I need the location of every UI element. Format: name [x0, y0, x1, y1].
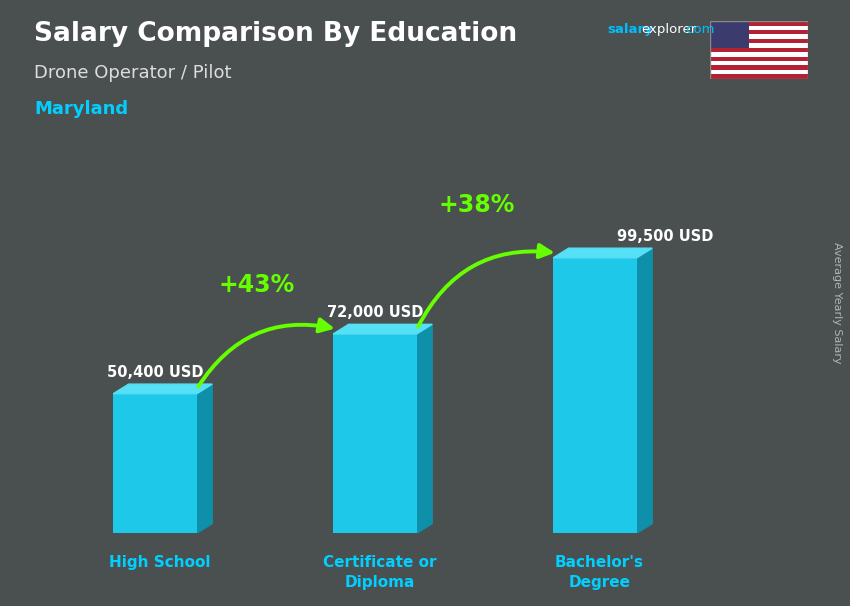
Bar	[710, 30, 808, 35]
Polygon shape	[416, 324, 432, 533]
Polygon shape	[197, 384, 212, 533]
Bar	[710, 21, 749, 48]
Text: +38%: +38%	[438, 193, 514, 217]
Text: explorer: explorer	[642, 23, 697, 36]
Bar	[710, 75, 808, 79]
Text: Salary Comparison By Education: Salary Comparison By Education	[34, 21, 517, 47]
Text: 99,500 USD: 99,500 USD	[617, 229, 713, 244]
Text: 72,000 USD: 72,000 USD	[326, 305, 423, 320]
Polygon shape	[637, 248, 652, 533]
Bar	[113, 394, 197, 533]
Bar	[333, 334, 416, 533]
Text: High School: High School	[109, 555, 210, 570]
Text: 50,400 USD: 50,400 USD	[106, 365, 203, 380]
Bar	[710, 39, 808, 44]
Polygon shape	[333, 324, 432, 334]
Text: Average Yearly Salary: Average Yearly Salary	[832, 242, 842, 364]
Polygon shape	[553, 248, 652, 258]
Bar	[710, 44, 808, 48]
Bar	[710, 65, 808, 70]
Bar	[710, 52, 808, 56]
Bar	[710, 61, 808, 65]
Text: Certificate or
Diploma: Certificate or Diploma	[323, 555, 436, 590]
Text: Drone Operator / Pilot: Drone Operator / Pilot	[34, 64, 231, 82]
Bar	[710, 35, 808, 39]
Bar	[710, 21, 808, 25]
Text: salary: salary	[608, 23, 654, 36]
Bar	[710, 70, 808, 75]
Text: +43%: +43%	[218, 273, 294, 298]
Text: Maryland: Maryland	[34, 100, 128, 118]
Bar	[710, 25, 808, 30]
Bar	[710, 48, 808, 52]
Bar	[710, 56, 808, 61]
Polygon shape	[113, 384, 212, 394]
Bar	[553, 258, 637, 533]
Text: .com: .com	[683, 23, 715, 36]
Text: Bachelor's
Degree: Bachelor's Degree	[555, 555, 644, 590]
